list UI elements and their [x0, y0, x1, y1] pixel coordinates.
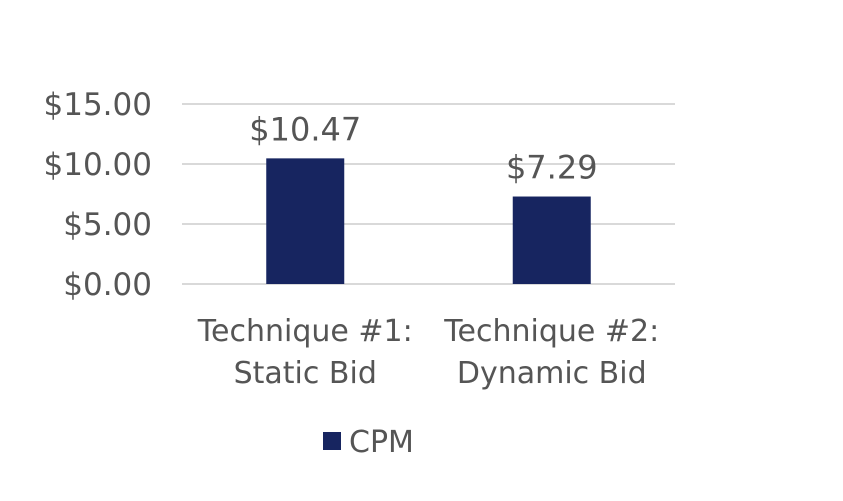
- legend-label-cpm: CPM: [349, 425, 414, 460]
- data-labels: $10.47 $7.29: [249, 110, 597, 186]
- y-tick-label: $0.00: [63, 267, 152, 303]
- legend: CPM: [323, 425, 414, 460]
- bar: [512, 196, 591, 284]
- y-tick-label: $5.00: [63, 207, 152, 243]
- bars: [266, 158, 591, 284]
- y-tick-label: $10.00: [44, 147, 152, 183]
- y-tick-label: $15.00: [44, 87, 152, 123]
- category-label: Technique #1:: [197, 314, 413, 349]
- category-label: Technique #2:: [443, 314, 659, 349]
- x-axis-category-labels: Technique #1: Static Bid Technique #2: Dyna…: [197, 314, 659, 391]
- gridlines: [182, 103, 675, 285]
- category-label: Static Bid: [234, 356, 377, 391]
- bar: [266, 158, 345, 284]
- data-label: $7.29: [506, 149, 598, 187]
- y-axis-tick-labels: $0.00 $5.00 $10.00 $15.00: [44, 87, 152, 303]
- legend-swatch: [323, 432, 341, 450]
- data-label: $10.47: [249, 110, 361, 148]
- category-label: Dynamic Bid: [457, 356, 647, 391]
